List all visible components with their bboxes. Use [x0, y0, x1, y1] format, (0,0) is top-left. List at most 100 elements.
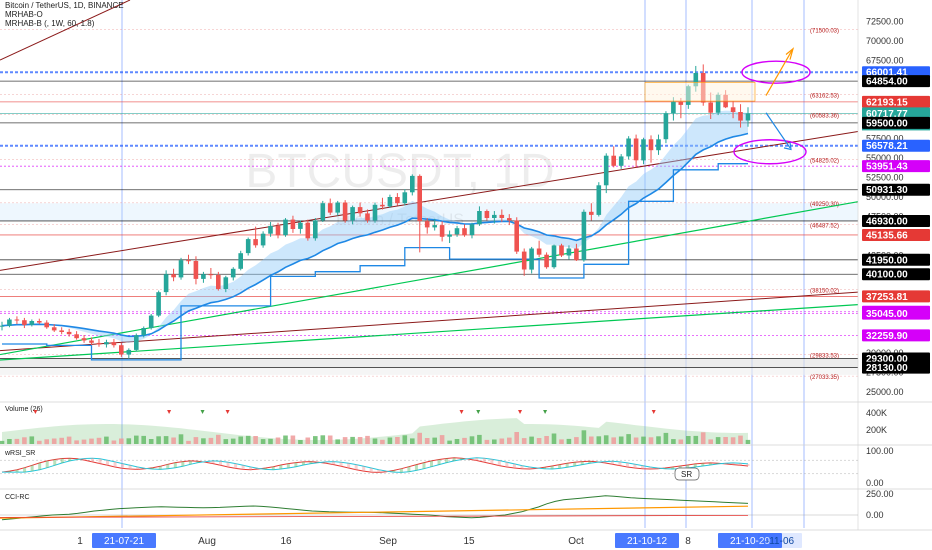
candle-body: [283, 219, 288, 236]
volume-bar: [521, 438, 527, 444]
candle-body: [238, 253, 243, 269]
level-annotation: (49250.30): [810, 202, 839, 208]
cci-base: [0, 515, 749, 518]
candle-body: [648, 139, 654, 151]
volume-bar: [208, 437, 214, 444]
price-tag-label: 46930.00: [866, 216, 908, 227]
volume-bar: [715, 437, 721, 444]
volume-bar: [104, 436, 109, 444]
candle-body: [134, 335, 139, 350]
candle-body: [656, 139, 661, 151]
candle-body: [671, 101, 676, 114]
stepped-line: [2, 163, 748, 361]
price-tag-box: [862, 116, 930, 129]
rsi-tick: 100.00: [866, 446, 894, 456]
candle-body: [81, 338, 87, 341]
candle-body: [499, 214, 505, 218]
candle-body: [350, 207, 355, 221]
symbol-title[interactable]: Bitcoin / TetherUS, 1D, BINANCE: [5, 1, 124, 10]
sr-badge-box: [674, 467, 700, 481]
candle-body: [245, 239, 251, 254]
volume-bar: [245, 435, 251, 445]
indicator-label-2[interactable]: MRHAB-B (, 1W, 60, 1.8): [5, 19, 95, 28]
volume-bar: [66, 436, 72, 444]
level-annotation: (46487.52): [810, 223, 839, 229]
price-tag-box: [862, 253, 930, 266]
volume-bar: [663, 432, 669, 444]
price-tag-label: 59500.00: [866, 118, 908, 129]
cloud-line: [1, 132, 749, 338]
candle-body: [417, 175, 422, 222]
time-tick: 1: [77, 536, 83, 547]
volume-bar: [74, 440, 79, 444]
volume-signal: [518, 410, 523, 414]
volume-bar: [51, 438, 57, 444]
rsi-tick: 0.00: [866, 478, 884, 488]
volume-bar: [536, 438, 542, 444]
cci-pane: CCI-RC 250.00 0.00: [0, 488, 932, 521]
candle-body: [387, 197, 393, 207]
price-tick: 72500.00: [866, 17, 904, 27]
candle-body: [171, 274, 176, 278]
candle-body: [641, 139, 646, 161]
candle-body: [230, 268, 236, 278]
candle-body: [14, 319, 20, 321]
volume-bar: [260, 439, 266, 444]
volume-bar: [700, 432, 706, 445]
price-tick: 25000.00: [866, 387, 904, 397]
candle-body: [216, 275, 221, 289]
bull-arrow-head: [785, 47, 795, 60]
volume-bar: [678, 439, 684, 444]
volume-bar: [417, 432, 422, 445]
time-highlight-box: [758, 533, 802, 548]
volume-bar: [230, 438, 236, 444]
candle-body: [37, 321, 42, 323]
cci-tick: 250.00: [866, 489, 894, 499]
candle-body: [462, 228, 467, 236]
indicator-label-1[interactable]: MRHAB-O: [5, 10, 43, 19]
price-tag-box: [862, 352, 930, 365]
candle-body: [320, 203, 326, 221]
time-tick: 16: [280, 536, 292, 547]
volume-bar: [342, 437, 348, 444]
volume-bar: [566, 438, 572, 444]
volume-bar: [596, 436, 602, 445]
candle-body: [51, 327, 57, 331]
volume-bar: [574, 437, 579, 444]
candle-body: [551, 245, 557, 268]
price-tick: 67500.00: [866, 56, 904, 66]
volume-bar: [611, 437, 616, 444]
price-tag-label: 50931.30: [866, 185, 908, 196]
candle-body: [536, 248, 542, 255]
candle-body: [22, 320, 27, 325]
volume-bar: [0, 440, 5, 444]
candle-body: [96, 342, 102, 345]
price-tag-box: [862, 107, 930, 120]
candle-body: [119, 345, 124, 355]
volume-bar: [156, 436, 161, 445]
candle-body: [223, 277, 229, 289]
zone-band: [0, 358, 858, 368]
volume-bar: [529, 436, 534, 444]
candlesticks[interactable]: [0, 64, 751, 359]
volume-bar: [507, 437, 512, 444]
volume-bar: [96, 437, 102, 445]
volume-bar: [365, 435, 370, 444]
level-annotation: (27033.35): [810, 375, 839, 381]
horizontal-levels: (71500.03) (63162.53) (60583.36) (54825.02)…: [0, 28, 858, 381]
volume-bar: [708, 439, 713, 444]
cloud-band: [2, 110, 748, 343]
price-tag-label: 41950.00: [866, 255, 908, 266]
candle-body: [454, 228, 460, 235]
price-tag-label: 28130.00: [866, 363, 908, 374]
candle-body: [618, 156, 624, 166]
candle-body: [335, 202, 340, 213]
sr-badge: SR: [681, 470, 692, 479]
candle-body: [484, 211, 490, 218]
time-axis[interactable]: 1 Aug 16 Sep 15 Oct 8 21-07-21 21-10-12 21-10-29-…: [0, 529, 932, 550]
volume-bar: [477, 434, 482, 444]
volume-bar: [238, 436, 243, 444]
candle-body: [589, 211, 594, 215]
volume-bar: [469, 436, 475, 445]
